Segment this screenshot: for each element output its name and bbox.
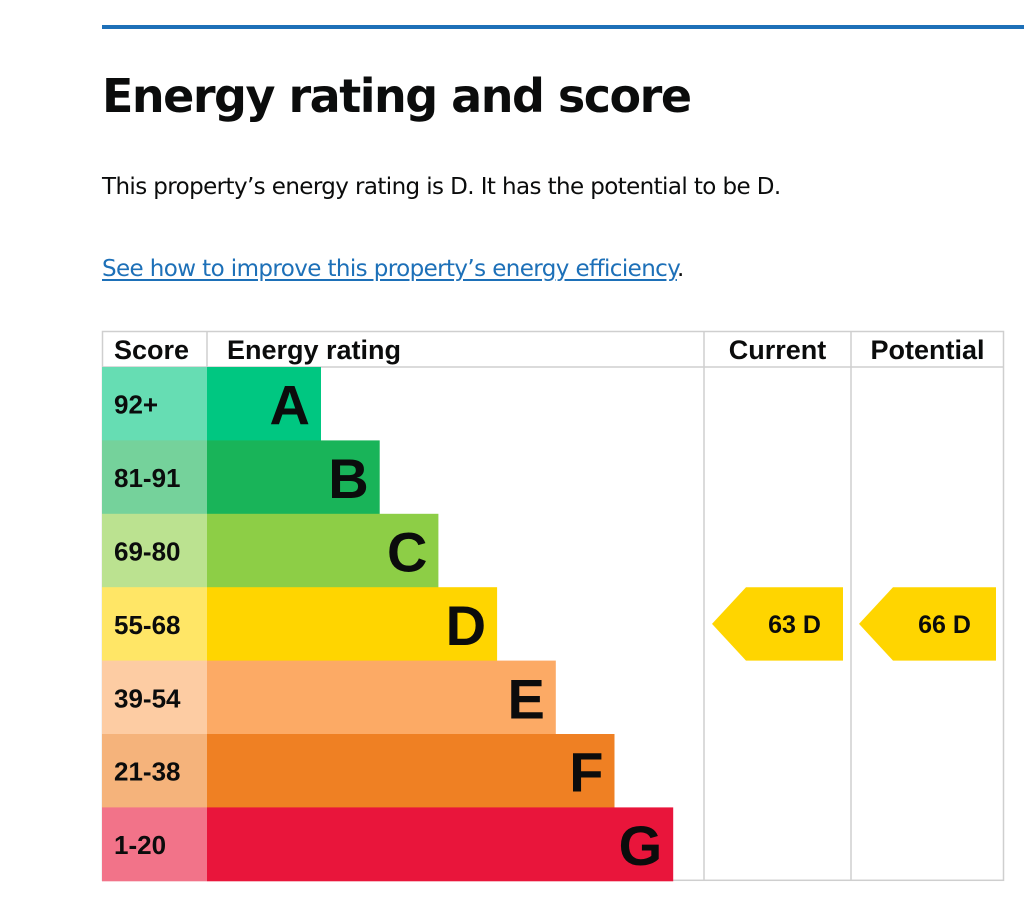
rating-letter-c: C [387, 521, 427, 584]
rating-bar-f [207, 734, 615, 808]
score-range-a: 92+ [114, 390, 158, 420]
rating-bar-b [207, 440, 380, 515]
current-rating-label: 63 D [768, 611, 821, 639]
improve-link-line: See how to improve this property’s energ… [102, 254, 684, 284]
score-range-f: 21-38 [114, 757, 181, 787]
rating-bar-g [207, 807, 674, 882]
header-score: Score [114, 335, 189, 365]
score-cell-g [102, 807, 207, 882]
rating-letter-b: B [328, 447, 368, 510]
score-range-b: 81-91 [114, 463, 181, 493]
current-rating-arrow [712, 587, 843, 661]
top-rule [102, 25, 1024, 29]
score-range-e: 39-54 [114, 683, 181, 713]
score-cell-e [102, 660, 207, 735]
score-cell-b [102, 440, 207, 515]
score-cell-a [102, 367, 207, 441]
header-potential: Potential [870, 335, 984, 365]
rating-bar-c [207, 513, 439, 588]
score-range-g: 1-20 [114, 830, 166, 860]
score-cell-c [102, 513, 207, 588]
improve-efficiency-link[interactable]: See how to improve this property’s energ… [102, 256, 678, 282]
rating-letter-f: F [569, 741, 603, 804]
rating-letter-d: D [446, 594, 486, 657]
rating-summary: This property’s energy rating is D. It h… [102, 174, 781, 200]
header-energy-rating: Energy rating [227, 335, 401, 365]
score-cell-d [102, 587, 207, 662]
potential-rating-label: 66 D [918, 611, 971, 639]
header-current: Current [729, 335, 827, 365]
score-range-c: 69-80 [114, 537, 181, 567]
score-range-d: 55-68 [114, 610, 181, 640]
rating-letter-g: G [619, 814, 663, 877]
rating-bar-d [207, 587, 498, 662]
potential-rating-arrow [859, 587, 996, 661]
rating-letter-e: E [507, 667, 544, 730]
rating-bar-a [207, 367, 321, 441]
rating-letter-a: A [270, 374, 310, 437]
improve-link-suffix: . [676, 256, 684, 282]
rating-bar-e [207, 660, 556, 735]
score-cell-f [102, 734, 207, 808]
page-heading: Energy rating and score [102, 69, 692, 123]
